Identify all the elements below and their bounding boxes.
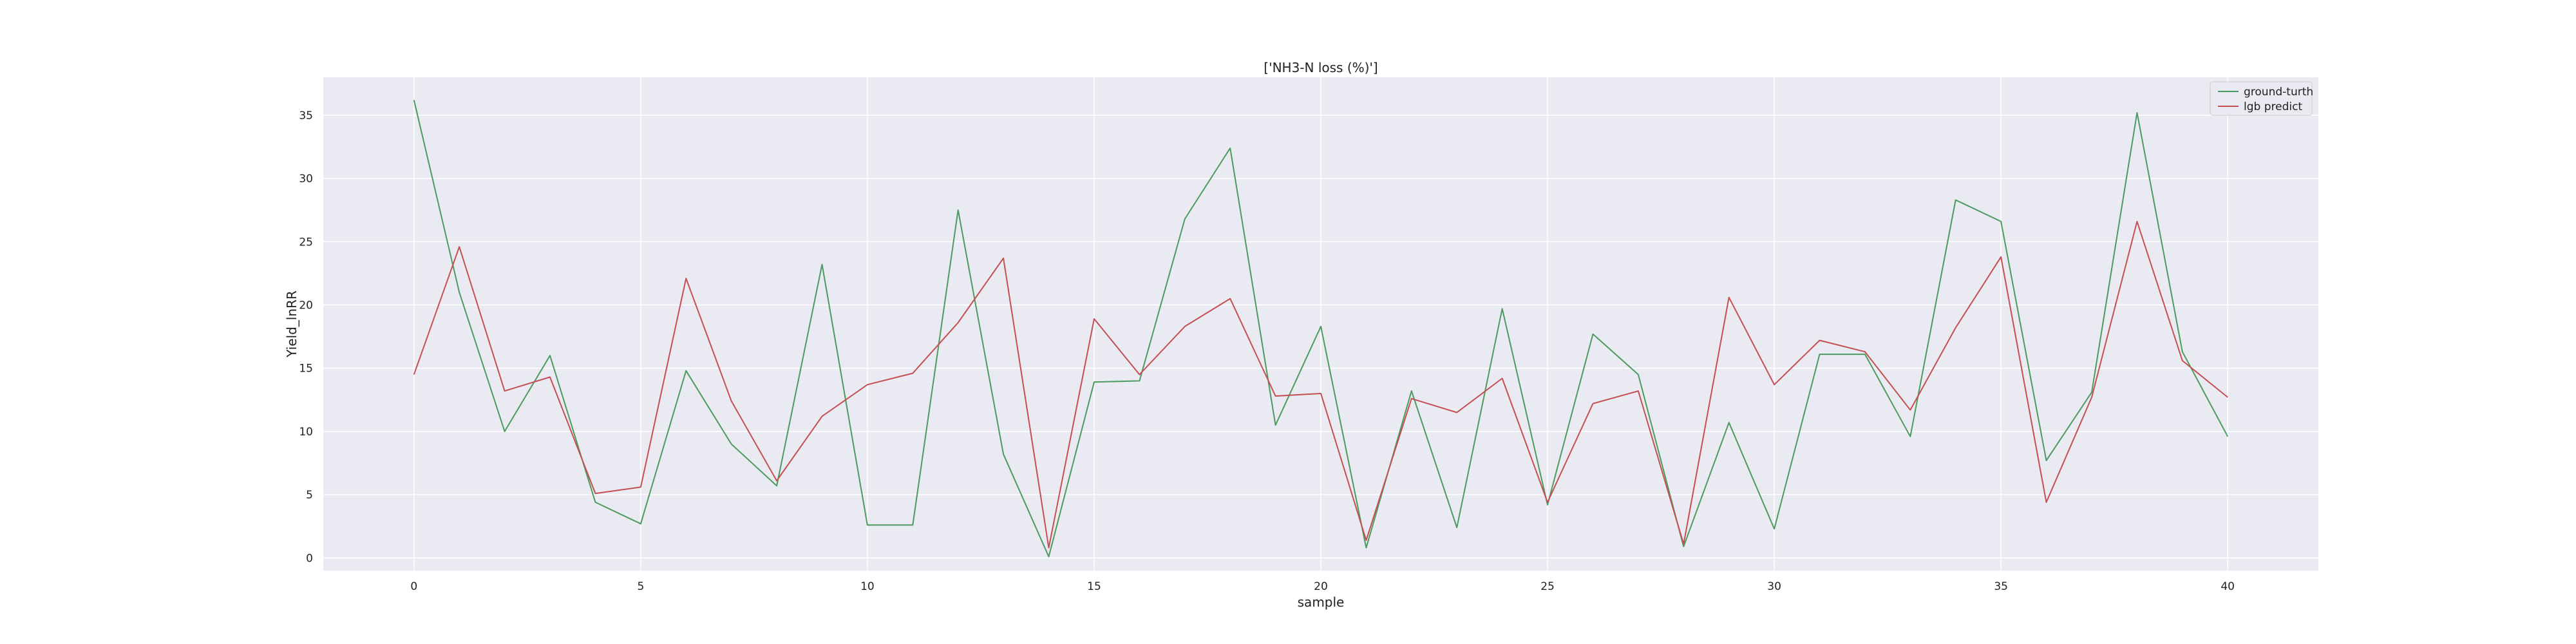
x-axis-label: sample [1298, 594, 1345, 610]
y-tick-label: 10 [299, 426, 313, 439]
legend-label-lgb-predict: lgb predict [2244, 100, 2302, 113]
x-tick-label: 35 [1994, 580, 2008, 593]
y-tick-label: 20 [299, 299, 313, 312]
legend: ground-turth lgb predict [2210, 81, 2313, 116]
x-tick-label: 0 [410, 580, 417, 593]
chart-title: ['NH3-N loss (%)'] [1264, 60, 1378, 75]
x-tick-labels: 0 5 10 15 20 25 30 35 40 [410, 580, 2235, 593]
y-tick-label: 15 [299, 363, 313, 375]
series-line-lgb-predict [413, 220, 2228, 549]
legend-label-ground-turth: ground-turth [2244, 86, 2313, 99]
y-tick-labels: 0 5 10 15 20 25 30 35 [299, 109, 313, 565]
x-tick-label: 20 [1314, 580, 1328, 593]
y-tick-label: 30 [299, 173, 313, 185]
y-axis-label: Yield_lnRR [284, 290, 299, 358]
grid-lines [323, 77, 2318, 571]
x-tick-label: 30 [1767, 580, 1781, 593]
series-line-ground-turth [413, 100, 2229, 558]
x-tick-label: 25 [1540, 580, 1555, 593]
x-tick-label: 10 [860, 580, 875, 593]
x-tick-label: 40 [2221, 580, 2235, 593]
y-tick-label: 0 [306, 552, 313, 565]
x-tick-label: 5 [637, 580, 644, 593]
y-tick-label: 5 [306, 489, 313, 502]
y-tick-label: 35 [299, 109, 313, 122]
y-tick-label: 25 [299, 236, 313, 249]
x-tick-label: 15 [1087, 580, 1101, 593]
series-lines [413, 100, 2229, 558]
